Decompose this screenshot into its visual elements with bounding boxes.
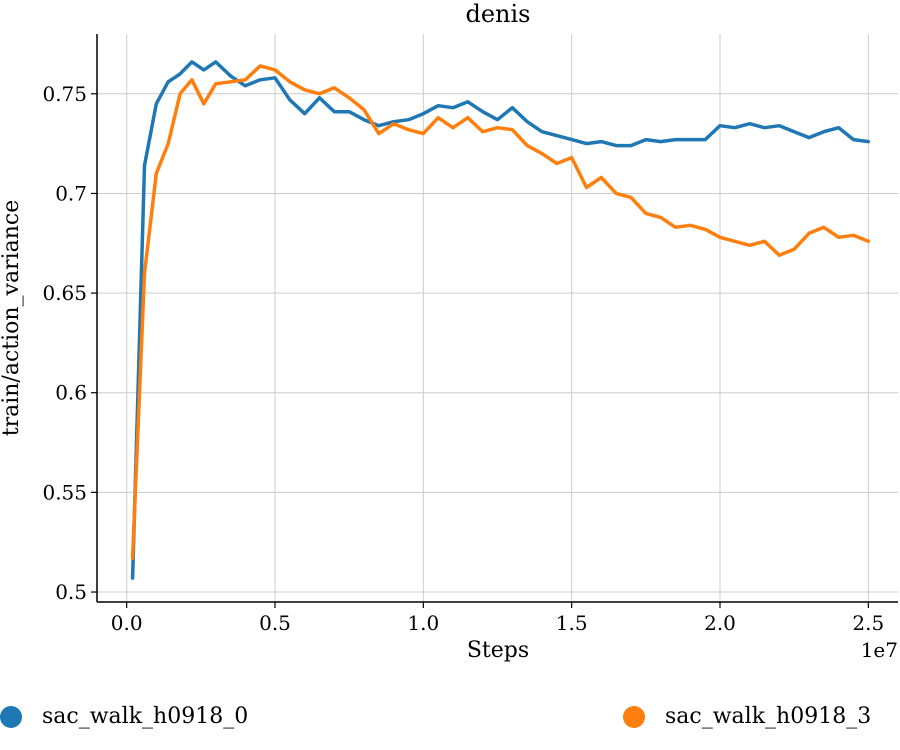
legend-item-series-1[interactable]: sac_walk_h0918_3: [623, 704, 871, 729]
y-tick-label: 0.7: [55, 181, 87, 205]
legend-label: sac_walk_h0918_0: [42, 704, 249, 729]
y-tick-label: 0.75: [42, 82, 87, 106]
y-tick-label: 0.5: [55, 580, 87, 604]
x-tick-label: 2.5: [852, 611, 884, 635]
y-tick-label: 0.65: [42, 281, 87, 305]
legend-item-series-0[interactable]: sac_walk_h0918_0: [0, 704, 248, 729]
series-line-1: [130, 64, 871, 560]
y-tick-label: 0.6: [55, 381, 87, 405]
y-ticks: 0.5 0.55 0.6 0.65 0.7 0.75: [42, 82, 97, 604]
x-tick-label: 0.5: [259, 611, 291, 635]
x-ticks: 0.0 0.5 1.0 1.5 2.0 2.5: [111, 602, 884, 635]
series-layer: [130, 60, 871, 580]
legend-marker-icon: [623, 705, 645, 728]
x-tick-label: 1.0: [407, 611, 439, 635]
line-chart: denis 0.0 0.5 1.0 1.5 2.0 2.5 0.50.550.60.650…: [0, 0, 898, 663]
chart-title: denis: [465, 0, 530, 28]
series-line-0: [130, 60, 871, 580]
x-axis-title: Steps: [467, 638, 529, 663]
x-tick-label: 0.0: [111, 611, 143, 635]
y-tick-label: 0.55: [42, 480, 87, 504]
x-tick-label: 1.5: [556, 611, 588, 635]
legend-label: sac_walk_h0918_3: [665, 704, 872, 729]
grid: [97, 34, 898, 602]
x-tick-label: 2.0: [704, 611, 736, 635]
legend-marker-icon: [0, 705, 22, 728]
y-axis-title: train/action_variance: [0, 200, 24, 437]
axes: [96, 34, 898, 603]
legend: sac_walk_h0918_0 sac_walk_h0918_3: [0, 700, 900, 740]
x-axis-scale-label: 1e7: [861, 638, 898, 662]
